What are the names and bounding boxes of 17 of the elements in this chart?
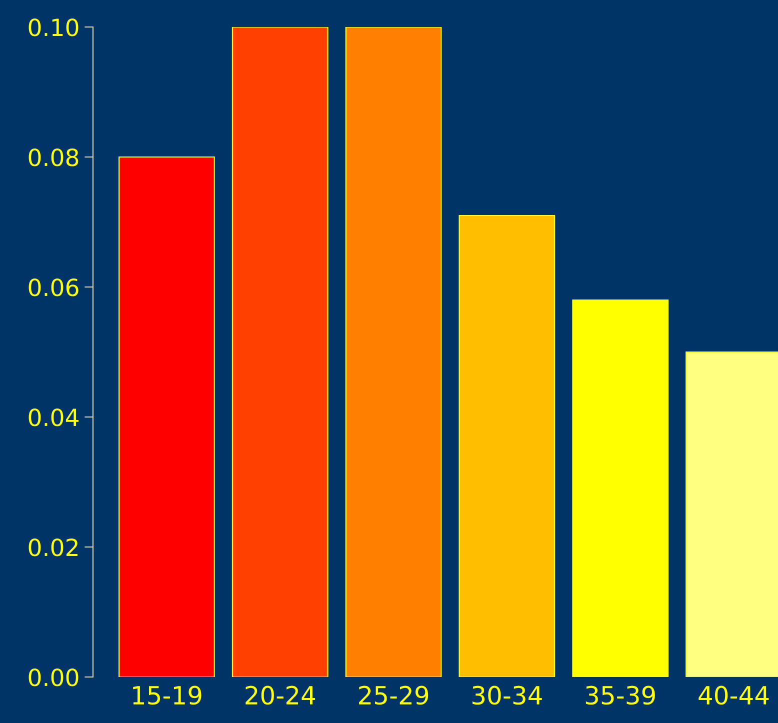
- x-tick-label: 40-44: [698, 686, 769, 705]
- x-tick-label: 15-19: [133, 686, 202, 705]
- y-tick-label: 0.04: [28, 408, 78, 426]
- y-tick-label: 0.08: [28, 148, 78, 166]
- bar: [232, 27, 328, 677]
- bar: [572, 299, 669, 677]
- x-tick-label: 20-24: [246, 686, 316, 705]
- bar: [458, 214, 556, 677]
- x-tick-label: 35-39: [586, 686, 655, 705]
- x-tick-label: 25-29: [359, 686, 428, 705]
- bar: [118, 156, 215, 677]
- bar: [345, 27, 442, 677]
- y-tick-label: 0.00: [28, 668, 78, 686]
- y-tick-label: 0.10: [28, 18, 78, 36]
- x-tick-label: 30-34: [472, 686, 542, 705]
- y-tick-label: 0.06: [28, 278, 78, 296]
- y-tick-label: 0.02: [28, 538, 78, 556]
